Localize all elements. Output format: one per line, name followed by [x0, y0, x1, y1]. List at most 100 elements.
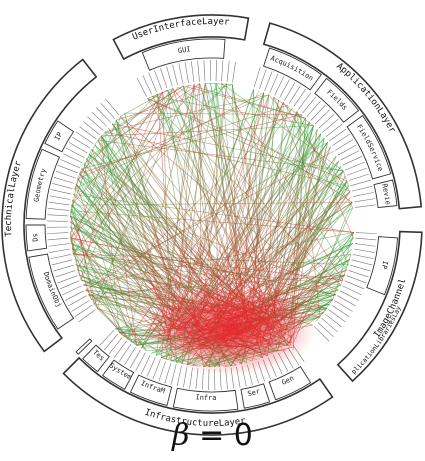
beta-value: = 0: [199, 418, 253, 453]
module-ip: IP: [366, 236, 399, 296]
leaf-tick: [58, 165, 78, 174]
leaf-tick: [348, 173, 370, 181]
leaf-tick: [95, 107, 112, 123]
module-band: [44, 120, 75, 153]
dependency-edge: [217, 92, 265, 312]
leaf-tick: [351, 259, 373, 266]
dependency-hub: [145, 285, 315, 375]
module-label: Ser: [247, 387, 261, 398]
dependency-edge: [71, 199, 194, 316]
leaf-tick: [65, 147, 85, 159]
module-system: System: [102, 359, 135, 390]
leaf-tick: [47, 220, 69, 222]
leaf-tick: [203, 60, 206, 82]
leaf-tick: [310, 104, 326, 121]
leaf-tick: [87, 116, 104, 131]
leaf-tick: [322, 118, 339, 133]
module-gen: Gen: [268, 366, 312, 401]
dependency-edge: [72, 253, 349, 265]
dependency-edge: [85, 142, 328, 291]
layer-infra: InfrastructureLayerGenSerInfraInfraMSyst…: [62, 338, 334, 436]
leaf-tick: [264, 71, 273, 92]
module-revie: Revie: [373, 179, 398, 209]
leaf-tick: [221, 60, 224, 82]
module-gui: GUI: [141, 38, 226, 71]
dependency-edge: [80, 91, 163, 281]
leaf-tick: [124, 346, 136, 366]
dependency-edge: [205, 82, 233, 85]
dependency-edge: [127, 84, 195, 340]
dependency-edge: [251, 105, 289, 317]
module-band: [314, 77, 360, 123]
leaf-tick: [274, 76, 285, 96]
leaf-tick: [57, 275, 78, 284]
module-geometry: Geometry: [25, 148, 61, 220]
leaf-tick: [50, 254, 72, 260]
module-label: Infra: [195, 393, 216, 402]
dependency-edge: [81, 114, 302, 169]
leaf-tick: [75, 131, 94, 144]
module-infram: InfraM: [129, 374, 173, 407]
leaf-tick: [324, 313, 342, 328]
layer-arc: [262, 22, 423, 210]
module-band: [75, 338, 93, 355]
leaf-tick: [55, 170, 76, 179]
leaf-tick: [184, 62, 189, 83]
dependency-edge: [69, 178, 79, 217]
leaf-tick: [103, 333, 119, 351]
dependency-edge: [100, 135, 171, 335]
leaf-tick: [195, 368, 199, 390]
leaf-tick: [335, 139, 354, 151]
dependency-edge: [70, 237, 92, 300]
leaf-tick: [142, 75, 152, 95]
leaf-tick: [232, 61, 236, 83]
module-fields: Fields: [314, 77, 360, 123]
dependency-edge: [283, 133, 322, 317]
leaf-tick: [178, 63, 184, 85]
leaf-tick: [331, 304, 350, 318]
leaf-tick: [226, 60, 230, 82]
dependency-edge: [104, 131, 138, 346]
leaf-tick: [348, 270, 369, 278]
leaf-tick: [49, 195, 71, 200]
leaf-tick: [154, 70, 163, 91]
dependency-edge: [231, 99, 280, 316]
leaf-tick: [47, 237, 69, 241]
dependency-edge: [231, 84, 263, 314]
module-band: [25, 224, 48, 252]
layer-arc: [112, 14, 250, 61]
leaf-tick: [332, 133, 350, 146]
leaf-tick: [313, 326, 330, 342]
dependency-edge: [273, 96, 314, 126]
dependency-edge: [120, 89, 168, 117]
leaf-tick: [306, 100, 321, 117]
leaf-tick: [72, 136, 91, 149]
leaf-tick: [342, 285, 362, 296]
leaf-tick: [293, 89, 306, 107]
module-band: [129, 374, 173, 407]
leaf-tick: [170, 364, 177, 385]
leaf-tick: [325, 123, 343, 137]
module-band: [82, 344, 110, 373]
leaf-tick: [197, 60, 200, 82]
leaf-tick: [288, 85, 301, 104]
dependency-edge: [231, 84, 277, 323]
module-ds: Ds: [25, 224, 48, 252]
leaf-tick: [269, 73, 279, 94]
module-label: Ds: [31, 233, 40, 242]
leaf-tick: [347, 167, 367, 176]
module-band: [172, 387, 239, 412]
dependency-edge: [202, 83, 228, 311]
dependency-edge: [70, 91, 163, 239]
leaf-tick: [129, 349, 141, 369]
leaf-tick: [65, 290, 85, 301]
leaf-tick: [52, 183, 73, 189]
leaf-tick: [62, 285, 82, 296]
leaf-tick: [354, 198, 375, 203]
leaf-tick: [91, 111, 108, 127]
leaf-tick: [318, 113, 335, 129]
module-band: [373, 179, 398, 209]
dependency-edge: [93, 303, 138, 346]
dependency-edge: [71, 119, 117, 249]
